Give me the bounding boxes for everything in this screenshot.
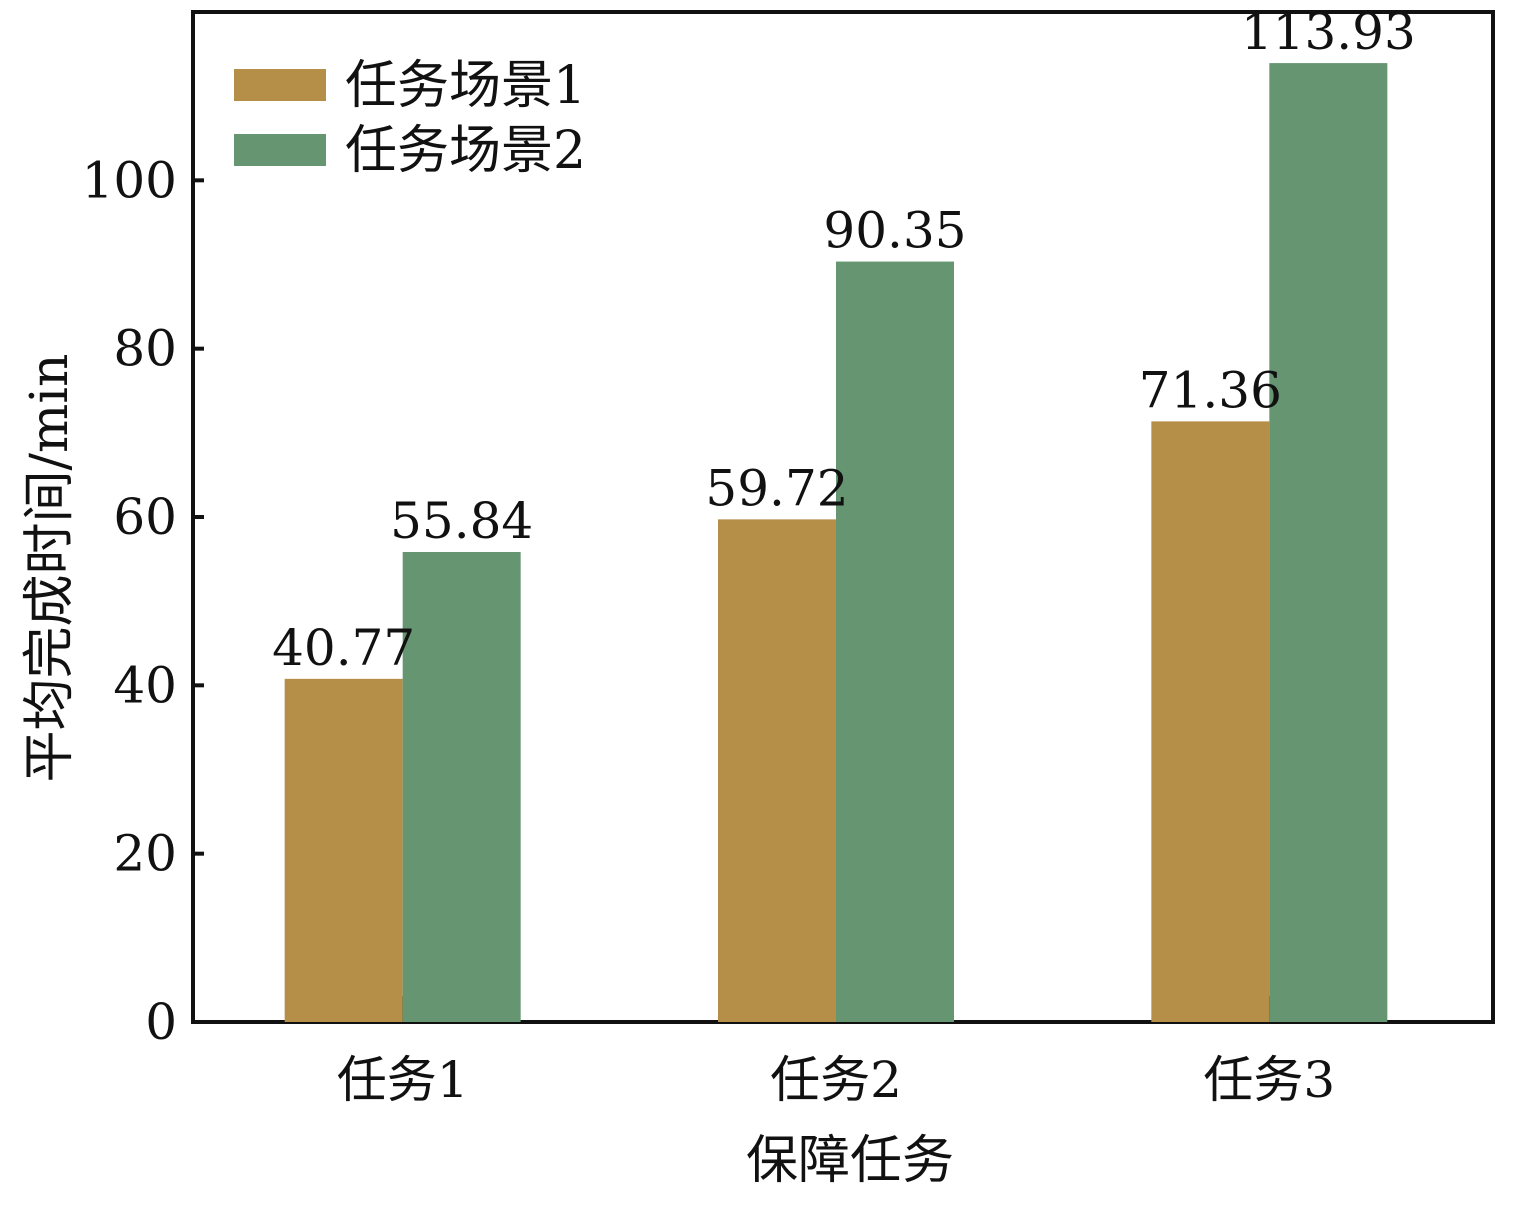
value-label: 71.36 bbox=[1139, 361, 1282, 419]
y-axis-title: 平均完成时间/min bbox=[20, 354, 80, 783]
y-tick-label: 40 bbox=[113, 656, 177, 714]
bar-2-1 bbox=[402, 552, 521, 1022]
bar-2-2 bbox=[836, 261, 954, 1022]
y-tick-label: 0 bbox=[145, 993, 177, 1051]
value-label: 40.77 bbox=[272, 619, 415, 677]
y-tick-label: 20 bbox=[113, 825, 177, 883]
value-labels: 40.77 55.84 59.72 90.35 71.36 113.93 bbox=[272, 3, 1416, 677]
legend: 任务场景1 任务场景2 bbox=[234, 56, 586, 181]
value-label: 90.35 bbox=[823, 202, 966, 260]
y-tick-label: 100 bbox=[82, 151, 177, 209]
bar-1-3 bbox=[1151, 421, 1270, 1022]
x-tick-label: 任务3 bbox=[1203, 1051, 1335, 1109]
bar-2-3 bbox=[1269, 63, 1388, 1022]
bar-1-2 bbox=[718, 519, 836, 1022]
x-tick-label: 任务1 bbox=[337, 1051, 469, 1109]
value-label: 113.93 bbox=[1241, 3, 1416, 61]
y-tick-label: 60 bbox=[113, 488, 177, 546]
value-label: 59.72 bbox=[705, 459, 848, 517]
legend-label-scenario-1: 任务场景1 bbox=[345, 56, 586, 116]
legend-label-scenario-2: 任务场景2 bbox=[345, 121, 586, 181]
legend-swatch-scenario-1 bbox=[234, 69, 326, 101]
bars bbox=[284, 63, 1388, 1022]
x-axis-ticks: 任务1 任务2 任务3 bbox=[337, 996, 1335, 1109]
legend-swatch-scenario-2 bbox=[234, 134, 326, 166]
value-label: 55.84 bbox=[390, 492, 533, 550]
y-axis-ticks: 0 20 40 60 80 100 bbox=[82, 151, 204, 1051]
x-tick-label: 任务2 bbox=[770, 1051, 902, 1109]
bar-1-1 bbox=[284, 678, 403, 1022]
y-tick-label: 80 bbox=[113, 320, 177, 378]
x-axis-title: 保障任务 bbox=[746, 1131, 954, 1191]
